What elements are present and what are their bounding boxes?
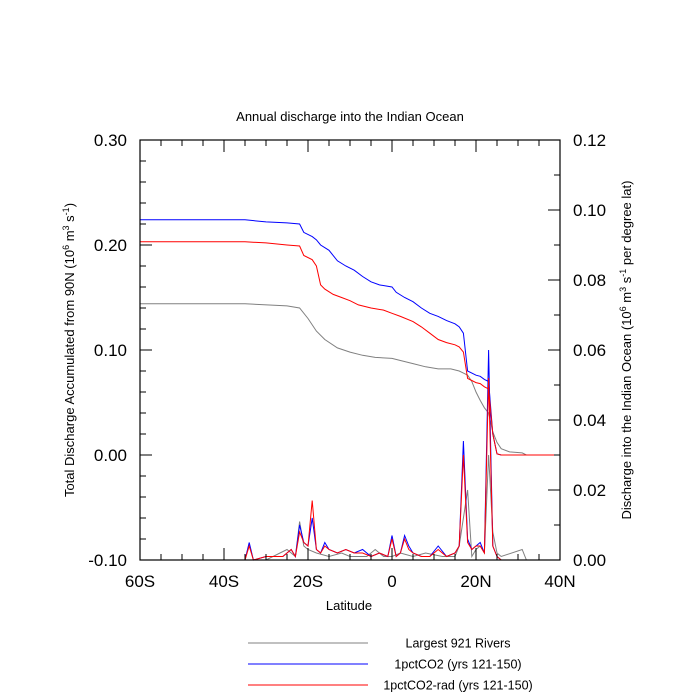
legend-label-2: 1pctCO2-rad (yrs 121-150): [383, 679, 532, 693]
y-tick-label-left: -0.10: [88, 551, 127, 570]
y-tick-label-right: 0.08: [573, 271, 606, 290]
y-tick-label-left: 0.30: [94, 131, 127, 150]
legend-label-0: Largest 921 Rivers: [406, 637, 511, 651]
series-line-cumulative-0: [140, 303, 560, 456]
y-tick-label-left: 0.00: [94, 446, 127, 465]
series-line-per-degree-2: [140, 377, 560, 561]
x-tick-label: 0: [387, 572, 396, 591]
y-tick-label-right: 0.06: [573, 341, 606, 360]
y-tick-label-right: 0.00: [573, 551, 606, 570]
y-tick-label-right: 0.12: [573, 131, 606, 150]
chart-title: Annual discharge into the Indian Ocean: [236, 109, 464, 124]
series-layer: [140, 219, 560, 561]
series-line-per-degree-0: [140, 454, 560, 561]
y-tick-label-left: 0.20: [94, 236, 127, 255]
y-tick-label-right: 0.10: [573, 201, 606, 220]
x-tick-label: 20N: [460, 572, 491, 591]
y-axis-right-title: Discharge into the Indian Ocean (106​ m3…: [618, 181, 634, 520]
legend: Largest 921 Rivers 1pctCO2 (yrs 121-150) 1…: [248, 637, 533, 693]
x-tick-label: 40S: [209, 572, 239, 591]
axes-layer: 60S 40S 20S 0 20N 40N 0.30 0.20 0.10 0.00 -0.10 0.1…: [88, 131, 606, 591]
x-tick-label: 40N: [544, 572, 575, 591]
x-axis-title: Latitude: [326, 598, 372, 613]
y-tick-label-right: 0.02: [573, 481, 606, 500]
y-tick-label-right: 0.04: [573, 411, 606, 430]
plot-frame: [139, 139, 561, 561]
series-line-cumulative-1: [140, 219, 560, 456]
y-tick-label-left: 0.10: [94, 341, 127, 360]
series-line-cumulative-2: [140, 241, 560, 456]
x-tick-label: 20S: [293, 572, 323, 591]
x-tick-label: 60S: [125, 572, 155, 591]
series-line-per-degree-1: [140, 349, 560, 561]
y-axis-left-title: Total Discharge Accumulated from 90N (10…: [61, 203, 77, 497]
legend-label-1: 1pctCO2 (yrs 121-150): [394, 658, 521, 672]
